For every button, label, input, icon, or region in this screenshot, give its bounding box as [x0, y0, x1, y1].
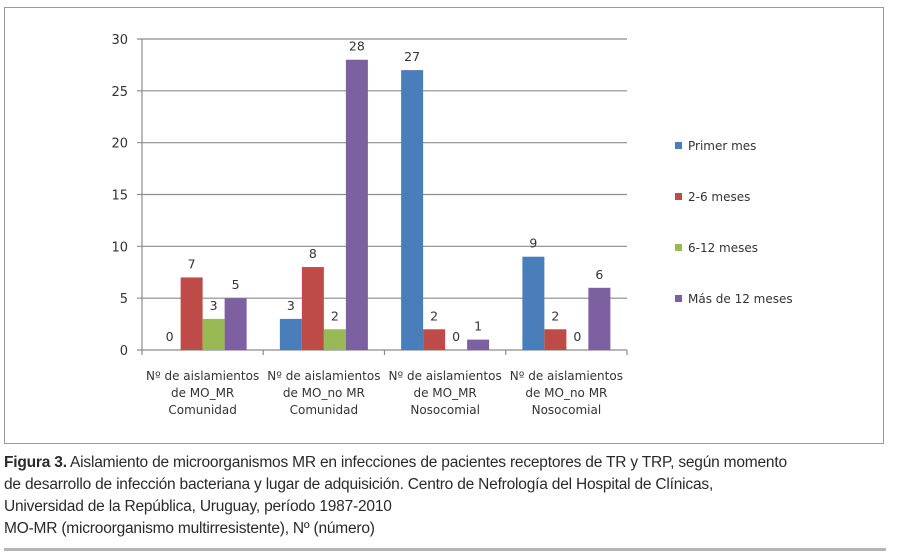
- bar: [423, 329, 446, 350]
- y-tick-label: 15: [111, 189, 128, 204]
- caption-line-4: MO-MR (microorganismo multirresistente),…: [4, 520, 375, 537]
- data-label: 3: [210, 298, 218, 313]
- x-category-label: Nº de aislamientos: [146, 369, 259, 383]
- y-tick-label: 0: [120, 344, 128, 359]
- data-label: 2: [551, 308, 559, 323]
- data-label: 28: [349, 39, 365, 54]
- bar: [224, 298, 247, 350]
- x-category-label: Nº de aislamientos: [267, 369, 380, 383]
- caption-line-3: Universidad de la República, Uruguay, pe…: [4, 498, 392, 515]
- x-category-label: Nº de aislamientos: [389, 369, 502, 383]
- caption-line-1: Figura 3. Aislamiento de microorganismos…: [4, 452, 894, 474]
- x-category-label: de MO_no MR: [283, 386, 365, 400]
- y-tick-label: 20: [111, 137, 128, 152]
- data-label: 3: [287, 298, 295, 313]
- bar: [401, 70, 424, 350]
- data-label: 8: [309, 246, 317, 261]
- bar: [180, 277, 203, 350]
- legend-swatch: [675, 142, 682, 149]
- x-category-label: Nosocomial: [410, 403, 480, 417]
- caption-text-1: Aislamiento de microorganismos MR en inf…: [66, 454, 787, 471]
- bar: [301, 267, 324, 350]
- bar: [279, 318, 302, 350]
- data-label: 2: [430, 308, 438, 323]
- legend-label: Primer mes: [688, 139, 756, 153]
- legend-swatch: [675, 193, 682, 200]
- data-label: 0: [452, 329, 460, 344]
- data-label: 5: [232, 277, 240, 292]
- legend-swatch: [675, 244, 682, 251]
- bar: [467, 339, 490, 350]
- data-label: 2: [331, 308, 339, 323]
- data-label: 6: [595, 267, 603, 282]
- bar: [345, 59, 368, 350]
- data-label: 1: [474, 319, 482, 334]
- figure-caption: Figura 3. Aislamiento de microorganismos…: [4, 452, 894, 540]
- chart-frame: 0 5 10 15 20 25 30 0 7 3 5 Nº de aislamientos de MO_…: [4, 7, 884, 444]
- bar: [544, 329, 567, 350]
- data-label: 9: [529, 236, 537, 251]
- x-category-label: Nº de aislamientos: [510, 369, 623, 383]
- bar: [588, 287, 611, 350]
- y-tick-label: 30: [111, 33, 128, 48]
- data-label: 27: [404, 49, 420, 64]
- x-category-label: de MO_MR: [171, 386, 234, 400]
- figure-label: Figura 3.: [4, 454, 67, 471]
- x-category-label: Nosocomial: [532, 403, 602, 417]
- legend-swatch: [675, 295, 682, 302]
- x-category-label: Comunidad: [168, 403, 237, 417]
- bar: [202, 318, 225, 350]
- legend-label: 2-6 meses: [688, 190, 750, 204]
- caption-line-2: de desarrollo de infección bacteriana y …: [4, 476, 714, 493]
- data-label: 0: [166, 329, 174, 344]
- y-tick-label: 5: [120, 292, 128, 307]
- legend-label: 6-12 meses: [688, 241, 758, 255]
- bar: [522, 256, 545, 350]
- y-tick-label: 10: [111, 240, 128, 255]
- legend-label: Más de 12 meses: [688, 292, 793, 306]
- y-tick-label: 25: [111, 85, 128, 100]
- bar: [323, 329, 346, 350]
- data-label: 0: [573, 329, 581, 344]
- x-category-label: de MO_MR: [413, 386, 476, 400]
- bottom-rule: [4, 548, 886, 551]
- x-category-label: de MO_no MR: [525, 386, 607, 400]
- x-category-label: Comunidad: [290, 403, 359, 417]
- data-label: 7: [188, 256, 196, 271]
